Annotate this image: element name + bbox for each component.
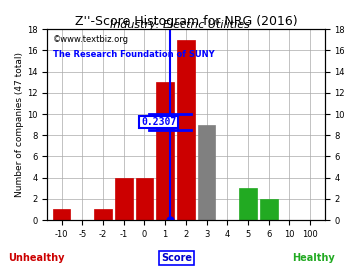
Bar xyxy=(136,178,153,220)
Text: The Research Foundation of SUNY: The Research Foundation of SUNY xyxy=(53,50,214,59)
Bar xyxy=(115,178,132,220)
Text: 0.2307: 0.2307 xyxy=(141,117,176,127)
Title: Z''-Score Histogram for NRG (2016): Z''-Score Histogram for NRG (2016) xyxy=(75,15,297,28)
Bar xyxy=(156,82,174,220)
Bar xyxy=(260,199,278,220)
Bar xyxy=(239,188,257,220)
Bar xyxy=(53,210,71,220)
Bar xyxy=(198,125,215,220)
Bar xyxy=(177,40,195,220)
Bar xyxy=(94,210,112,220)
Y-axis label: Number of companies (47 total): Number of companies (47 total) xyxy=(15,52,24,197)
Text: Industry: Electric Utilities: Industry: Electric Utilities xyxy=(110,20,250,30)
Text: Score: Score xyxy=(161,253,192,263)
Text: Unhealthy: Unhealthy xyxy=(8,253,64,263)
Text: Healthy: Healthy xyxy=(292,253,334,263)
Text: ©www.textbiz.org: ©www.textbiz.org xyxy=(53,35,129,44)
